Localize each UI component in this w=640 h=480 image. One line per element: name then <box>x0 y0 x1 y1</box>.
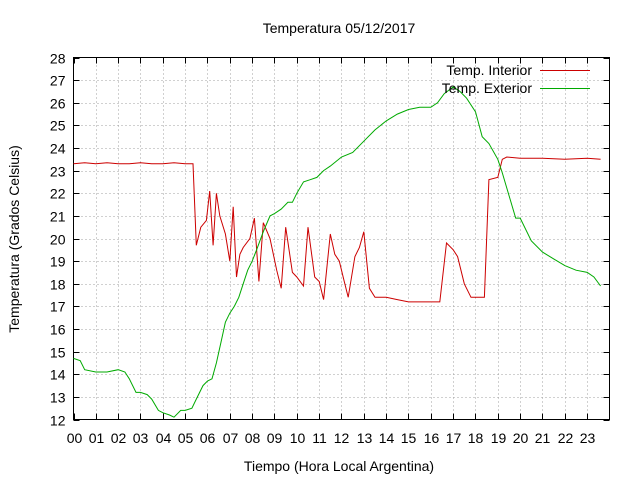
y-tick-label: 19 <box>50 254 66 270</box>
series-line-interior <box>73 156 601 303</box>
grid-lines <box>73 57 610 420</box>
y-tick-label: 25 <box>50 118 66 134</box>
x-tick-label: 17 <box>446 430 462 446</box>
y-tick-label: 12 <box>50 413 66 429</box>
x-tick-label: 15 <box>401 430 417 446</box>
x-tick-label: 23 <box>580 430 596 446</box>
y-tick-label: 27 <box>50 73 66 89</box>
legend-label-exterior: Temp. Exterior <box>442 80 533 96</box>
x-axis-label: Tiempo (Hora Local Argentina) <box>244 458 434 474</box>
x-tick-label: 21 <box>535 430 551 446</box>
x-tick-label: 20 <box>513 430 529 446</box>
legend: Temp. Interior Temp. Exterior <box>442 62 590 96</box>
x-tick-label: 18 <box>468 430 484 446</box>
x-tick-labels: 00 01 02 03 04 05 06 07 08 09 10 11 12 13 14 15 16 17 18 19… <box>67 430 596 446</box>
chart-title: Temperatura 05/12/2017 <box>263 20 416 36</box>
y-tick-label: 23 <box>50 164 66 180</box>
x-tick-label: 16 <box>424 430 440 446</box>
y-axis-label: Temperatura (Grados Celsius) <box>6 145 22 333</box>
x-tick-label: 02 <box>111 430 127 446</box>
x-tick-label: 03 <box>133 430 149 446</box>
y-tick-label: 21 <box>50 209 66 225</box>
y-tick-label: 14 <box>50 367 66 383</box>
x-tick-label: 06 <box>200 430 216 446</box>
y-tick-label: 20 <box>50 232 66 248</box>
x-tick-label: 19 <box>491 430 507 446</box>
x-tick-label: 05 <box>178 430 194 446</box>
y-tick-label: 26 <box>50 96 66 112</box>
x-tick-label: 22 <box>558 430 574 446</box>
y-tick-label: 24 <box>50 141 66 157</box>
x-tick-label: 09 <box>267 430 283 446</box>
x-tick-label: 08 <box>245 430 261 446</box>
axis-ticks <box>73 57 610 421</box>
y-tick-label: 18 <box>50 277 66 293</box>
x-tick-label: 07 <box>223 430 239 446</box>
legend-label-interior: Temp. Interior <box>446 62 532 78</box>
x-tick-label: 12 <box>334 430 350 446</box>
y-tick-label: 17 <box>50 299 66 315</box>
y-tick-label: 15 <box>50 345 66 361</box>
x-tick-label: 11 <box>312 430 327 446</box>
y-tick-label: 22 <box>50 186 66 202</box>
y-tick-label: 16 <box>50 322 66 338</box>
series-line-exterior <box>73 86 602 418</box>
y-tick-label: 28 <box>50 51 66 67</box>
series-lines <box>73 86 602 418</box>
x-tick-label: 00 <box>67 430 83 446</box>
y-tick-labels: 12 13 14 15 16 17 18 19 20 21 22 23 24 25 26 27 28 <box>50 51 66 429</box>
x-tick-label: 04 <box>156 430 172 446</box>
x-tick-label: 13 <box>357 430 373 446</box>
x-tick-label: 01 <box>89 430 105 446</box>
x-tick-label: 10 <box>290 430 306 446</box>
x-tick-label: 14 <box>379 430 395 446</box>
y-tick-label: 13 <box>50 390 66 406</box>
